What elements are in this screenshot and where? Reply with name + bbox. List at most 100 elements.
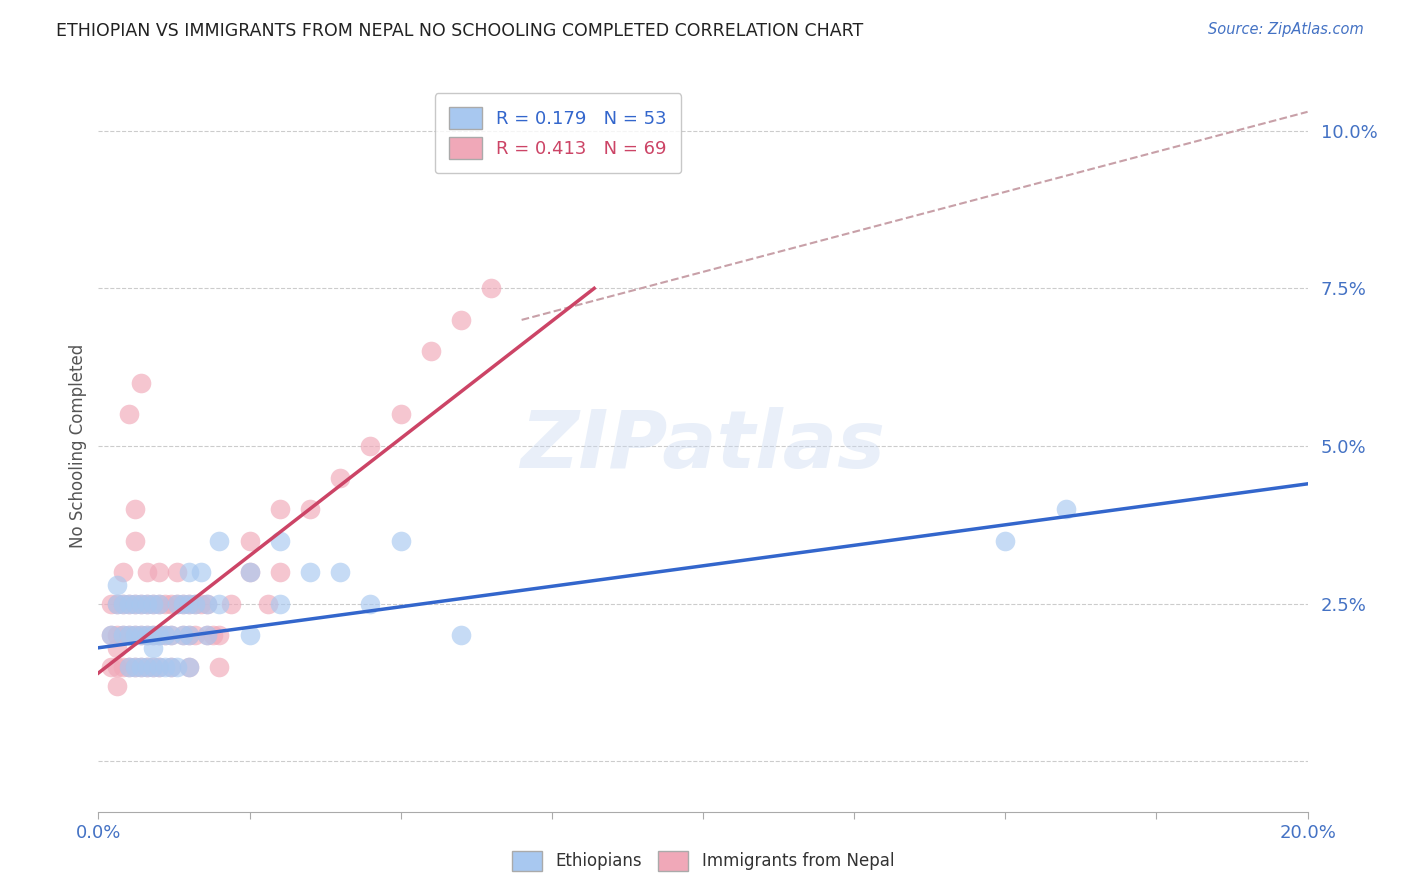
Point [105,597,128,611]
Point [153,628,176,642]
Point [153,628,176,642]
Point [195,597,218,611]
Point [172,628,194,642]
Point [172,597,194,611]
Point [329,565,352,579]
Point [135,659,157,673]
Point [105,659,128,673]
Point [118,597,141,611]
Point [190,597,212,611]
Point [118,659,141,673]
Point [299,502,322,516]
Point [105,640,128,655]
Point [135,597,157,611]
Point [148,565,170,579]
Point [111,597,134,611]
Point [118,628,141,642]
Point [111,659,134,673]
Point [195,628,218,642]
Point [208,597,231,611]
Point [360,439,382,453]
Point [329,470,352,484]
Point [389,533,412,548]
Point [129,659,152,673]
Point [160,659,183,673]
Point [166,565,188,579]
Point [179,597,201,611]
Point [142,640,165,655]
Point [118,597,141,611]
Point [184,628,207,642]
Point [269,565,291,579]
Point [360,597,382,611]
Point [142,628,165,642]
Point [105,628,128,642]
Point [450,628,472,642]
Point [160,659,183,673]
Point [148,628,170,642]
Point [184,597,207,611]
Point [129,597,152,611]
Point [129,628,152,642]
Point [124,628,146,642]
Point [994,533,1017,548]
Point [135,628,157,642]
Point [172,628,194,642]
Point [195,597,218,611]
Point [148,659,170,673]
Point [239,628,262,642]
Point [148,597,170,611]
Point [105,578,128,592]
Point [111,628,134,642]
Point [100,628,122,642]
Point [135,628,157,642]
Point [148,597,170,611]
Point [129,597,152,611]
Point [129,376,152,390]
Point [142,628,165,642]
Point [135,597,157,611]
Point [1054,502,1077,516]
Text: ZIPatlas: ZIPatlas [520,407,886,485]
Point [179,597,201,611]
Point [124,628,146,642]
Point [124,659,146,673]
Point [129,659,152,673]
Point [111,628,134,642]
Legend: Ethiopians, Immigrants from Nepal: Ethiopians, Immigrants from Nepal [503,842,903,880]
Point [166,597,188,611]
Point [135,565,157,579]
Point [124,659,146,673]
Point [135,659,157,673]
Point [148,628,170,642]
Point [221,597,243,611]
Point [142,597,165,611]
Y-axis label: No Schooling Completed: No Schooling Completed [69,344,87,548]
Legend: R = 0.179   N = 53, R = 0.413   N = 69: R = 0.179 N = 53, R = 0.413 N = 69 [434,93,681,173]
Point [239,533,262,548]
Point [100,628,122,642]
Point [124,502,146,516]
Point [160,628,183,642]
Point [142,659,165,673]
Point [166,597,188,611]
Point [153,597,176,611]
Point [118,628,141,642]
Point [111,565,134,579]
Point [179,659,201,673]
Point [239,565,262,579]
Point [142,597,165,611]
Point [179,659,201,673]
Point [184,597,207,611]
Point [105,597,128,611]
Point [269,597,291,611]
Point [195,628,218,642]
Point [420,344,443,359]
Point [111,597,134,611]
Point [105,679,128,693]
Point [118,659,141,673]
Point [389,408,412,422]
Point [100,659,122,673]
Text: Source: ZipAtlas.com: Source: ZipAtlas.com [1208,22,1364,37]
Point [160,628,183,642]
